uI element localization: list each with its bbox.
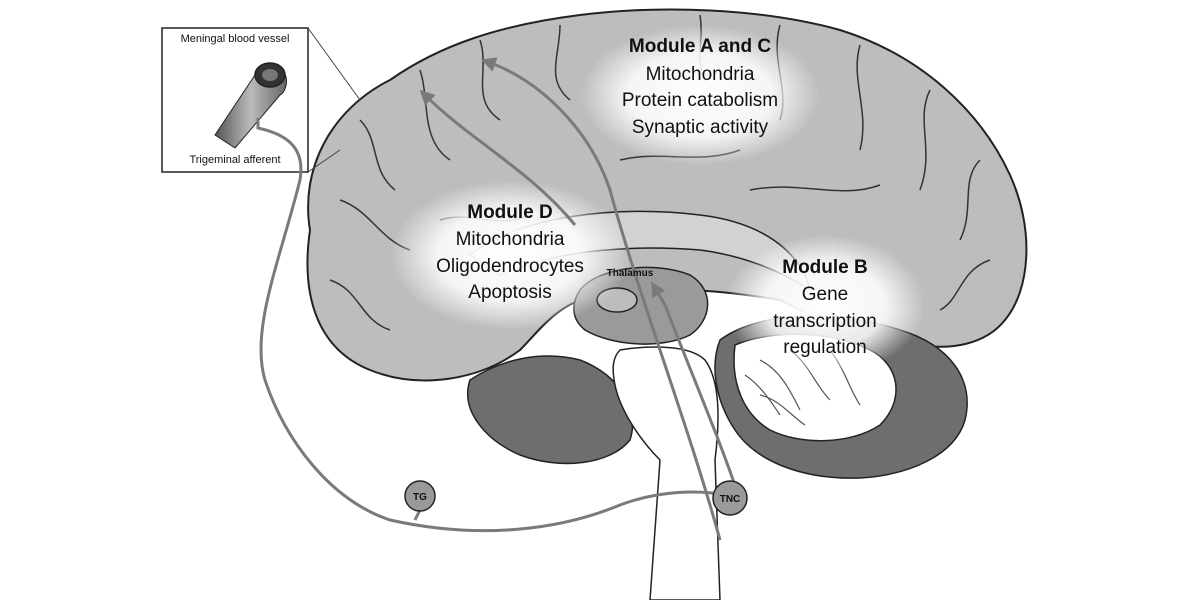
brainstem bbox=[612, 346, 721, 600]
module-ac-title: Module A and C bbox=[629, 36, 771, 57]
arrow-to-module-d bbox=[419, 89, 577, 226]
inset-box bbox=[161, 27, 309, 173]
module-ac-glow bbox=[580, 25, 820, 165]
module-b-line-2: transcription bbox=[773, 311, 877, 332]
module-d-line-3: Apoptosis bbox=[468, 282, 551, 303]
blood-vessel-icon bbox=[214, 62, 287, 149]
arrow-to-module-ac bbox=[480, 57, 722, 541]
module-ac-text: Module A and C Mitochondria Protein cata… bbox=[622, 36, 778, 138]
temporal-lobe-dark bbox=[467, 355, 634, 465]
module-b-line-3: regulation bbox=[783, 337, 866, 358]
inset-connector-bottom bbox=[307, 149, 341, 173]
arrow-to-thalamus bbox=[651, 281, 742, 501]
module-ac-line-1: Mitochondria bbox=[646, 64, 755, 85]
tnc-node bbox=[712, 480, 748, 516]
tg-node bbox=[404, 480, 436, 512]
module-ac-line-3: Synaptic activity bbox=[632, 117, 769, 138]
tg-label: TG bbox=[413, 492, 427, 503]
module-d-line-2: Oligodendrocytes bbox=[436, 256, 584, 277]
module-b-line-1: Gene bbox=[802, 284, 848, 305]
vessel-label: Meningal blood vessel bbox=[181, 33, 290, 45]
module-b-title: Module B bbox=[782, 257, 868, 278]
afferent-label: Trigeminal afferent bbox=[189, 154, 280, 166]
module-b-text: Module B Gene transcription regulation bbox=[773, 257, 877, 358]
module-b-glow bbox=[725, 235, 925, 375]
module-d-text: Module D Mitochondria Oligodendrocytes A… bbox=[436, 202, 584, 303]
thalamus-label: Thalamus bbox=[607, 268, 654, 279]
tnc-label: TNC bbox=[720, 494, 741, 505]
module-d-line-1: Mitochondria bbox=[456, 229, 565, 250]
module-d-title: Module D bbox=[467, 202, 553, 223]
module-ac-line-2: Protein catabolism bbox=[622, 90, 778, 111]
inset-connector-top bbox=[307, 27, 361, 101]
trigeminal-pathway bbox=[256, 118, 726, 533]
